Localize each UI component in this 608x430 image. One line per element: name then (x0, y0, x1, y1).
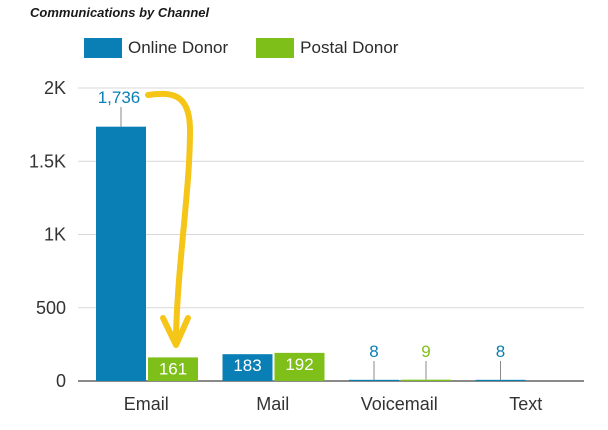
bar (475, 379, 526, 381)
x-tick-label: Mail (256, 394, 289, 414)
x-tick-label: Email (124, 394, 169, 414)
data-label: 183 (233, 356, 261, 375)
data-label: 161 (159, 359, 187, 378)
data-label: 1,736 (98, 88, 141, 107)
bar (148, 357, 198, 381)
bar (401, 379, 451, 381)
data-label: 192 (285, 355, 313, 374)
legend-item-online-donor[interactable]: Online Donor (84, 38, 228, 58)
x-tick-label: Text (509, 394, 542, 414)
chart-title: Communications by Channel (30, 5, 210, 20)
y-tick-label: 1K (44, 225, 66, 245)
legend-label-online-donor: Online Donor (128, 38, 229, 57)
legend-label-postal-donor: Postal Donor (300, 38, 399, 57)
legend-item-postal-donor[interactable]: Postal Donor (256, 38, 398, 58)
data-label: 8 (496, 342, 505, 361)
bar (274, 352, 325, 381)
x-tick-label: Voicemail (361, 394, 438, 414)
annotation-arrow-head (160, 315, 191, 348)
legend-swatch-postal-donor (256, 38, 295, 58)
bar (96, 126, 146, 382)
y-tick-label: 2K (44, 78, 66, 98)
data-label: 8 (369, 342, 378, 361)
y-tick-label: 0 (56, 371, 66, 391)
annotation-arrow-shaft (145, 90, 194, 338)
bar (222, 354, 273, 381)
legend-swatch-online-donor (84, 38, 122, 58)
legend: Online Donor Postal Donor (84, 38, 426, 58)
bar (349, 379, 399, 381)
data-label: 9 (421, 342, 430, 361)
y-tick-label: 500 (36, 298, 66, 318)
y-tick-label: 1.5K (29, 151, 66, 171)
